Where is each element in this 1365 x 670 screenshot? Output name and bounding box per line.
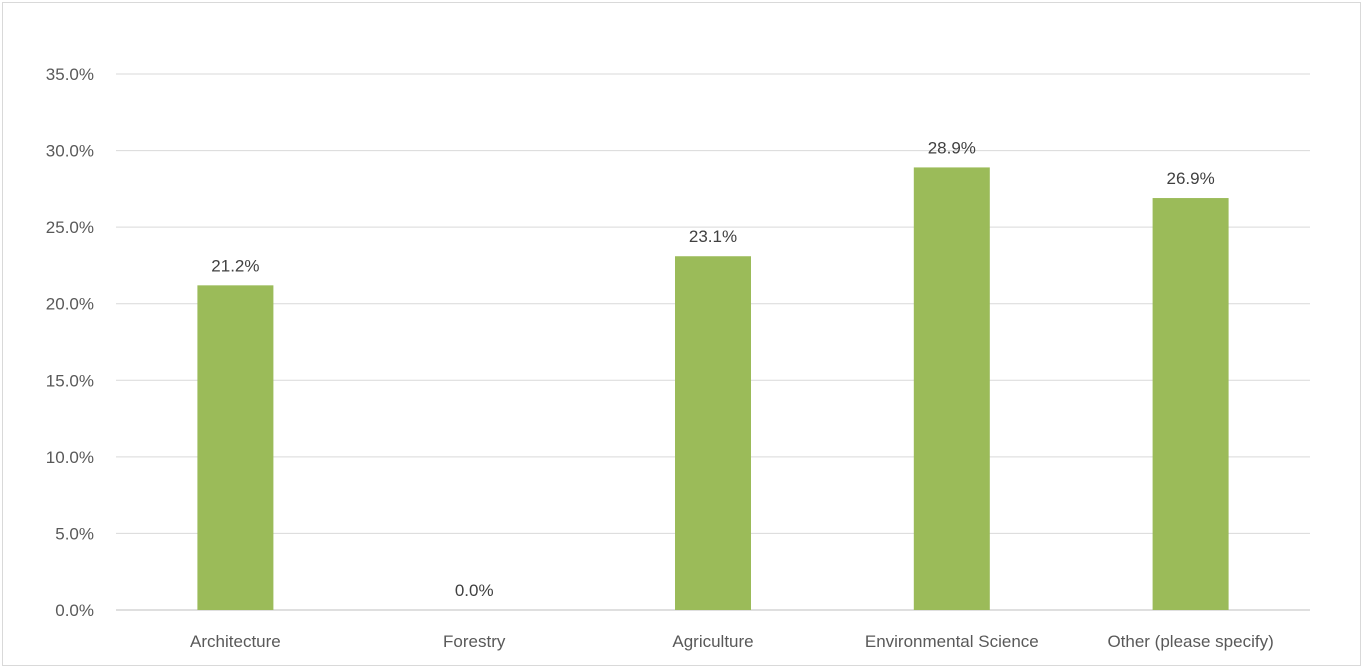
x-tick-label: Forestry [443,632,506,651]
x-axis-tick-labels: Architecture Forestry Agriculture Environme… [190,632,1274,651]
y-tick-label: 35.0% [46,65,94,84]
data-label: 21.2% [211,256,259,275]
data-labels: 21.2% 0.0% 23.1% 28.9% 26.9% [211,138,1214,600]
y-tick-label: 5.0% [55,524,94,543]
bar [197,285,274,610]
bar [913,167,990,610]
x-tick-label: Agriculture [672,632,753,651]
bar [675,256,751,610]
bar [1152,198,1229,610]
data-label: 23.1% [689,227,737,246]
y-axis-tick-labels: 0.0% 5.0% 10.0% 15.0% 20.0% 25.0% 30.0% 35.0% [46,65,94,620]
y-tick-label: 15.0% [46,371,94,390]
x-tick-label: Architecture [190,632,281,651]
bars [197,167,1229,610]
y-tick-label: 30.0% [46,142,94,161]
x-tick-label: Environmental Science [865,632,1039,651]
data-label: 0.0% [455,581,494,600]
y-tick-label: 0.0% [55,601,94,620]
x-tick-label: Other (please specify) [1107,632,1273,651]
data-label: 28.9% [928,138,976,157]
data-label: 26.9% [1166,169,1214,188]
y-tick-label: 25.0% [46,218,94,237]
y-tick-label: 20.0% [46,295,94,314]
y-tick-label: 10.0% [46,448,94,467]
